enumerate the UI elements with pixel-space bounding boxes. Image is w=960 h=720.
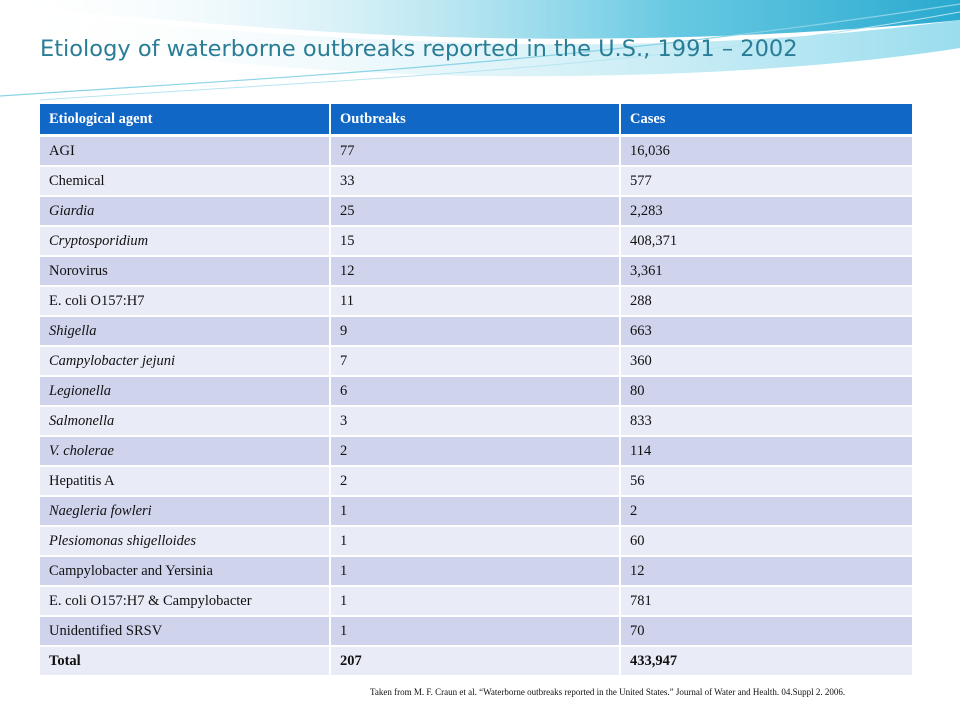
outbreaks-cell: 7 [330, 346, 621, 377]
outbreaks-cell: 2 [330, 436, 621, 467]
total-outbreaks: 207 [330, 646, 621, 677]
table-row: E. coli O157:H7 & Campylobacter 1 781 [40, 586, 914, 617]
table-row: Norovirus 12 3,361 [40, 256, 914, 287]
column-header-agent: Etiological agent [40, 104, 331, 137]
agent-cell: AGI [40, 135, 331, 167]
outbreaks-cell: 6 [330, 376, 621, 407]
slide-title: Etiology of waterborne outbreaks reporte… [40, 36, 798, 62]
outbreaks-cell: 1 [330, 526, 621, 557]
cases-cell: 2 [620, 496, 914, 527]
table-row: Unidentified SRSV 1 70 [40, 616, 914, 647]
agent-cell: Chemical [40, 166, 331, 197]
outbreaks-cell: 2 [330, 466, 621, 497]
outbreaks-cell: 25 [330, 196, 621, 227]
table-row: Naegleria fowleri 1 2 [40, 496, 914, 527]
header-swoosh-decoration [0, 0, 960, 101]
agent-cell: Cryptosporidium [40, 226, 331, 257]
outbreaks-table: Etiological agent Outbreaks Cases AGI 77 1… [40, 104, 914, 677]
agent-cell: Shigella [40, 316, 331, 347]
table-row: Shigella 9 663 [40, 316, 914, 347]
cases-cell: 288 [620, 286, 914, 317]
agent-cell: Salmonella [40, 406, 331, 437]
outbreaks-cell: 1 [330, 586, 621, 617]
column-header-cases: Cases [620, 104, 914, 137]
table-row: Chemical 33 577 [40, 166, 914, 197]
agent-cell: Naegleria fowleri [40, 496, 331, 527]
cases-cell: 12 [620, 556, 914, 587]
agent-cell: Giardia [40, 196, 331, 227]
table-row: Cryptosporidium 15 408,371 [40, 226, 914, 257]
agent-cell: Legionella [40, 376, 331, 407]
agent-cell: V. cholerae [40, 436, 331, 467]
cases-cell: 56 [620, 466, 914, 497]
cases-cell: 833 [620, 406, 914, 437]
table-total-row: Total 207 433,947 [40, 646, 914, 677]
outbreaks-cell: 33 [330, 166, 621, 197]
outbreaks-cell: 77 [330, 135, 621, 167]
cases-cell: 80 [620, 376, 914, 407]
outbreaks-cell: 9 [330, 316, 621, 347]
agent-cell: Campylobacter and Yersinia [40, 556, 331, 587]
cases-cell: 663 [620, 316, 914, 347]
agent-cell: Hepatitis A [40, 466, 331, 497]
agent-cell: E. coli O157:H7 & Campylobacter [40, 586, 331, 617]
cases-cell: 3,361 [620, 256, 914, 287]
agent-cell: E. coli O157:H7 [40, 286, 331, 317]
cases-cell: 60 [620, 526, 914, 557]
outbreaks-cell: 12 [330, 256, 621, 287]
table-header-row: Etiological agent Outbreaks Cases [40, 104, 914, 137]
cases-cell: 2,283 [620, 196, 914, 227]
table-row: Campylobacter jejuni 7 360 [40, 346, 914, 377]
table-row: Hepatitis A 2 56 [40, 466, 914, 497]
outbreaks-cell: 1 [330, 616, 621, 647]
table-row: Campylobacter and Yersinia 1 12 [40, 556, 914, 587]
outbreaks-cell: 11 [330, 286, 621, 317]
cases-cell: 781 [620, 586, 914, 617]
table-row: Salmonella 3 833 [40, 406, 914, 437]
table-row: AGI 77 16,036 [40, 135, 914, 167]
table-row: E. coli O157:H7 11 288 [40, 286, 914, 317]
source-citation: Taken from M. F. Craun et al. “Waterborn… [370, 687, 846, 697]
outbreaks-cell: 1 [330, 556, 621, 587]
table-row: Legionella 6 80 [40, 376, 914, 407]
table-row: V. cholerae 2 114 [40, 436, 914, 467]
column-header-outbreaks: Outbreaks [330, 104, 621, 137]
outbreaks-cell: 15 [330, 226, 621, 257]
agent-cell: Norovirus [40, 256, 331, 287]
cases-cell: 70 [620, 616, 914, 647]
agent-cell: Campylobacter jejuni [40, 346, 331, 377]
table-row: Giardia 25 2,283 [40, 196, 914, 227]
agent-cell: Unidentified SRSV [40, 616, 331, 647]
total-cases: 433,947 [620, 646, 914, 677]
cases-cell: 577 [620, 166, 914, 197]
cases-cell: 16,036 [620, 135, 914, 167]
cases-cell: 408,371 [620, 226, 914, 257]
cases-cell: 114 [620, 436, 914, 467]
table-row: Plesiomonas shigelloides 1 60 [40, 526, 914, 557]
cases-cell: 360 [620, 346, 914, 377]
outbreaks-cell: 3 [330, 406, 621, 437]
outbreaks-cell: 1 [330, 496, 621, 527]
agent-cell: Plesiomonas shigelloides [40, 526, 331, 557]
total-label: Total [40, 646, 331, 677]
